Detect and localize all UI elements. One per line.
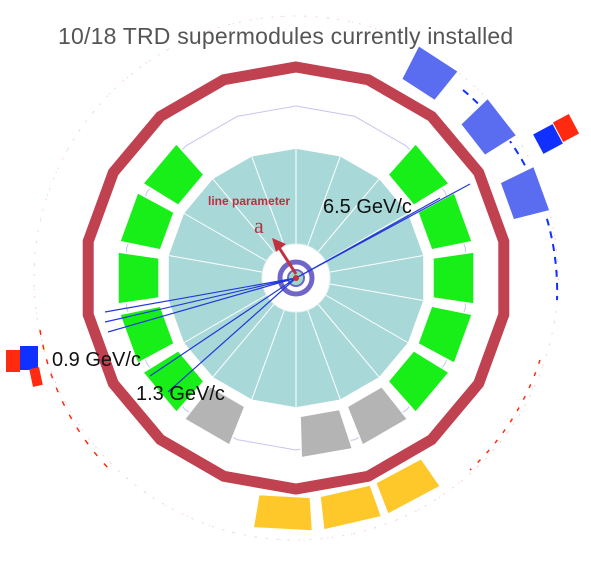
outer-module-blue-3	[498, 164, 552, 222]
parameter-a-label: a	[254, 213, 264, 238]
parameter-arrow-shaft	[276, 245, 298, 275]
outer-module-yellow-3	[251, 493, 314, 533]
trd-supermodule-6	[387, 142, 451, 207]
tpc-sector-line	[325, 212, 409, 262]
tpc-sector-line	[317, 178, 380, 253]
outer-module-blue-2	[458, 96, 519, 158]
track-5	[107, 277, 297, 333]
trd-empty-slot-2	[299, 408, 354, 459]
outer-module-yellow-2	[318, 483, 384, 532]
momentum-label-0p9: 0.9 GeV/c	[52, 349, 141, 371]
figure-title: 10/18 TRD supermodules currently install…	[58, 23, 514, 49]
tpc-sector-line	[317, 303, 380, 378]
muon-hit-blue-left	[20, 346, 38, 370]
muon-hit-red-right	[552, 114, 580, 142]
track-2	[295, 197, 441, 279]
support-frame	[126, 105, 466, 451]
tpc-sector-line	[251, 155, 285, 247]
momentum-label-1p3: 1.3 GeV/c	[136, 383, 225, 405]
tpc-sector-line	[167, 254, 263, 273]
trd-supermodule-1	[141, 349, 205, 414]
tpc-sector-line	[307, 309, 341, 401]
hit-arc-left	[39, 329, 111, 471]
outer-module-yellow-1	[374, 456, 443, 517]
trd-supermodule-2	[118, 305, 176, 365]
muon-hit-red-left	[6, 350, 20, 372]
primary-vertex	[293, 275, 299, 281]
tpc-sector-line	[251, 309, 285, 401]
trd-supermodule-4	[118, 191, 176, 251]
parameter-arrow-head	[272, 238, 286, 252]
tpc-sector-line	[212, 178, 275, 253]
tpc-sector-line	[329, 283, 425, 302]
trd-empty-slot-1	[346, 385, 409, 447]
tpc-sector-line	[329, 254, 425, 273]
line-parameter-label: line parameter	[208, 194, 291, 208]
track-3	[104, 277, 297, 323]
tpc-sector-line	[183, 294, 267, 344]
trd-empty-slot-3	[183, 385, 246, 447]
trd-supermodule-8	[432, 251, 475, 305]
trd-supermodule-9	[416, 305, 474, 365]
tpc-sector-line	[212, 303, 275, 378]
tpc-sector-line	[307, 155, 341, 247]
momentum-label-6p5: 6.5 GeV/c	[323, 196, 412, 218]
muon-hit-blue-right	[533, 124, 563, 154]
trd-supermodule-7	[416, 191, 474, 251]
trd-supermodule-10	[387, 349, 451, 414]
hit-arc-lower-right	[469, 359, 541, 471]
muon-hit-red-left-2	[29, 367, 43, 387]
outer-detector-ring	[33, 15, 559, 541]
trd-supermodule-5	[141, 142, 205, 207]
outer-frame	[82, 61, 510, 495]
track-4	[104, 277, 297, 313]
track-6	[149, 277, 297, 377]
trd-supermodule-3	[117, 251, 160, 305]
outer-module-blue-1	[399, 43, 461, 103]
track-7	[167, 277, 297, 393]
tpc-sector-line	[325, 294, 409, 344]
tpc-sector-line	[183, 212, 267, 262]
